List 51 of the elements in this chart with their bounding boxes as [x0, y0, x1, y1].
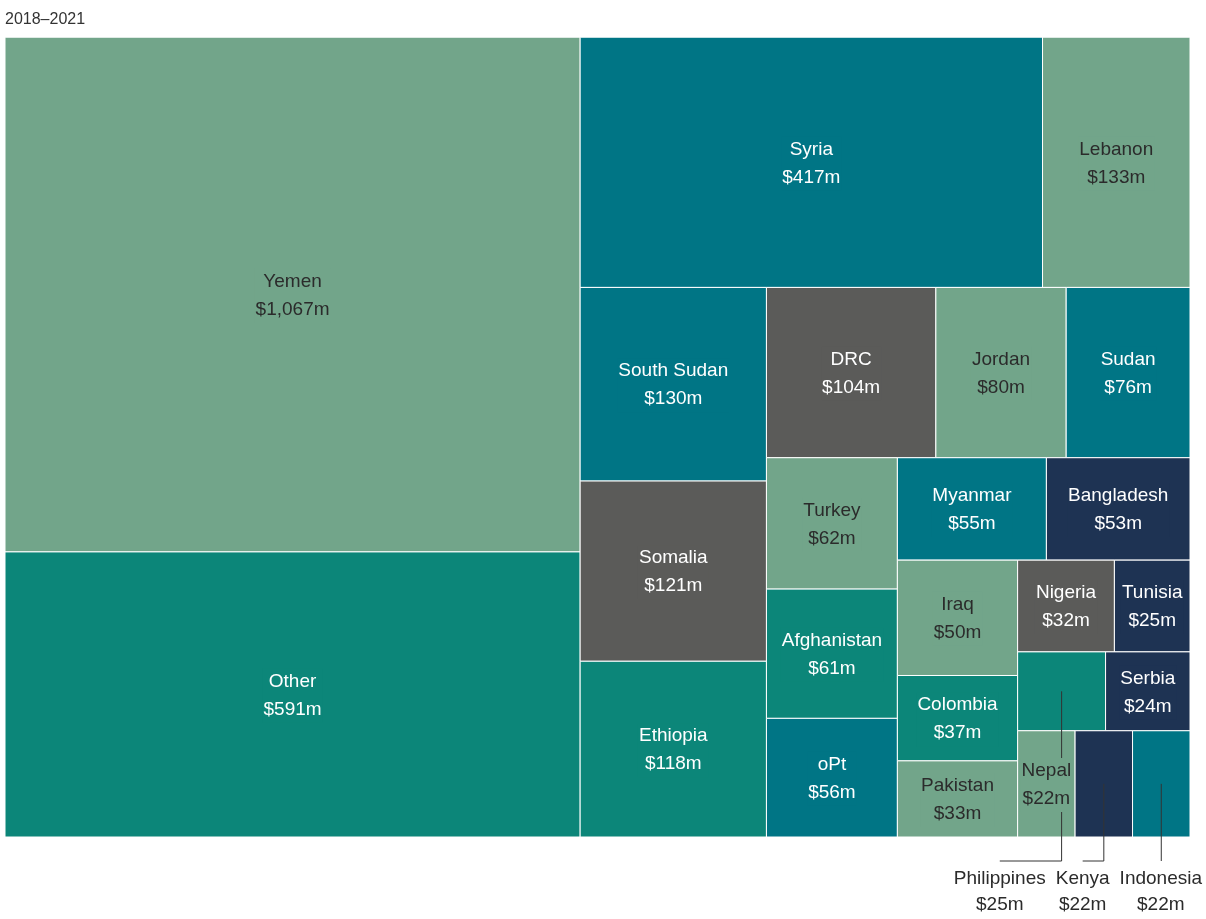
category-label: DRC [830, 347, 872, 369]
category-label: Bangladesh [1068, 484, 1169, 506]
data-label: $118m [644, 752, 702, 774]
category-label: Other [268, 669, 317, 691]
data-label: $25m [1128, 609, 1176, 631]
data-label: $121m [644, 574, 703, 596]
category-label: Serbia [1120, 666, 1176, 688]
data-label: $55m [948, 512, 996, 534]
data-label: $104m [822, 375, 881, 397]
category-label: South Sudan [618, 359, 729, 381]
category-label: Myanmar [932, 484, 1013, 506]
category-label: Somalia [638, 546, 709, 568]
category-label: Nepal [1021, 759, 1072, 781]
category-label: Nigeria [1035, 581, 1097, 603]
data-label: $22m [1022, 787, 1071, 809]
data-label: $24m [1124, 694, 1172, 716]
category-label: Sudan [1100, 347, 1156, 369]
data-label: $133m [1087, 165, 1146, 187]
data-label: $61m [808, 656, 856, 678]
category-label: Pakistan [921, 774, 994, 796]
category-label: Lebanon [1079, 137, 1154, 159]
category-label: Colombia [917, 693, 999, 715]
category-label: Indonesia [1119, 867, 1203, 889]
data-label: $76m [1104, 375, 1152, 397]
data-label: $62m [808, 526, 856, 548]
category-label: Philippines [953, 867, 1046, 889]
data-label: $1,067m [255, 297, 330, 319]
category-label: Syria [789, 137, 834, 159]
category-label: Turkey [803, 498, 862, 520]
data-label: $50m [933, 621, 982, 643]
category-label: Ethiopia [638, 724, 709, 746]
data-label: $33m [933, 802, 982, 824]
data-label: $32m [1042, 609, 1090, 631]
data-label: $25m [976, 893, 1024, 915]
category-label: Kenya [1055, 867, 1111, 889]
data-label: $56m [808, 780, 856, 802]
data-label: $22m [1058, 893, 1107, 915]
category-label: Jordan [971, 347, 1031, 369]
data-label: $22m [1137, 893, 1185, 915]
data-label: $53m [1094, 512, 1142, 534]
category-label: Tunisia [1121, 581, 1183, 603]
category-label: Yemen [263, 269, 322, 291]
data-label: $80m [977, 375, 1025, 397]
data-label: $130m [644, 387, 703, 409]
category-label: Iraq [941, 593, 974, 615]
data-label: $417m [782, 165, 841, 187]
data-label: $591m [263, 697, 322, 719]
category-label: Afghanistan [781, 628, 883, 650]
category-label: oPt [817, 752, 847, 774]
text: 2018–2021 [5, 10, 86, 28]
data-label: $37m [933, 721, 982, 743]
